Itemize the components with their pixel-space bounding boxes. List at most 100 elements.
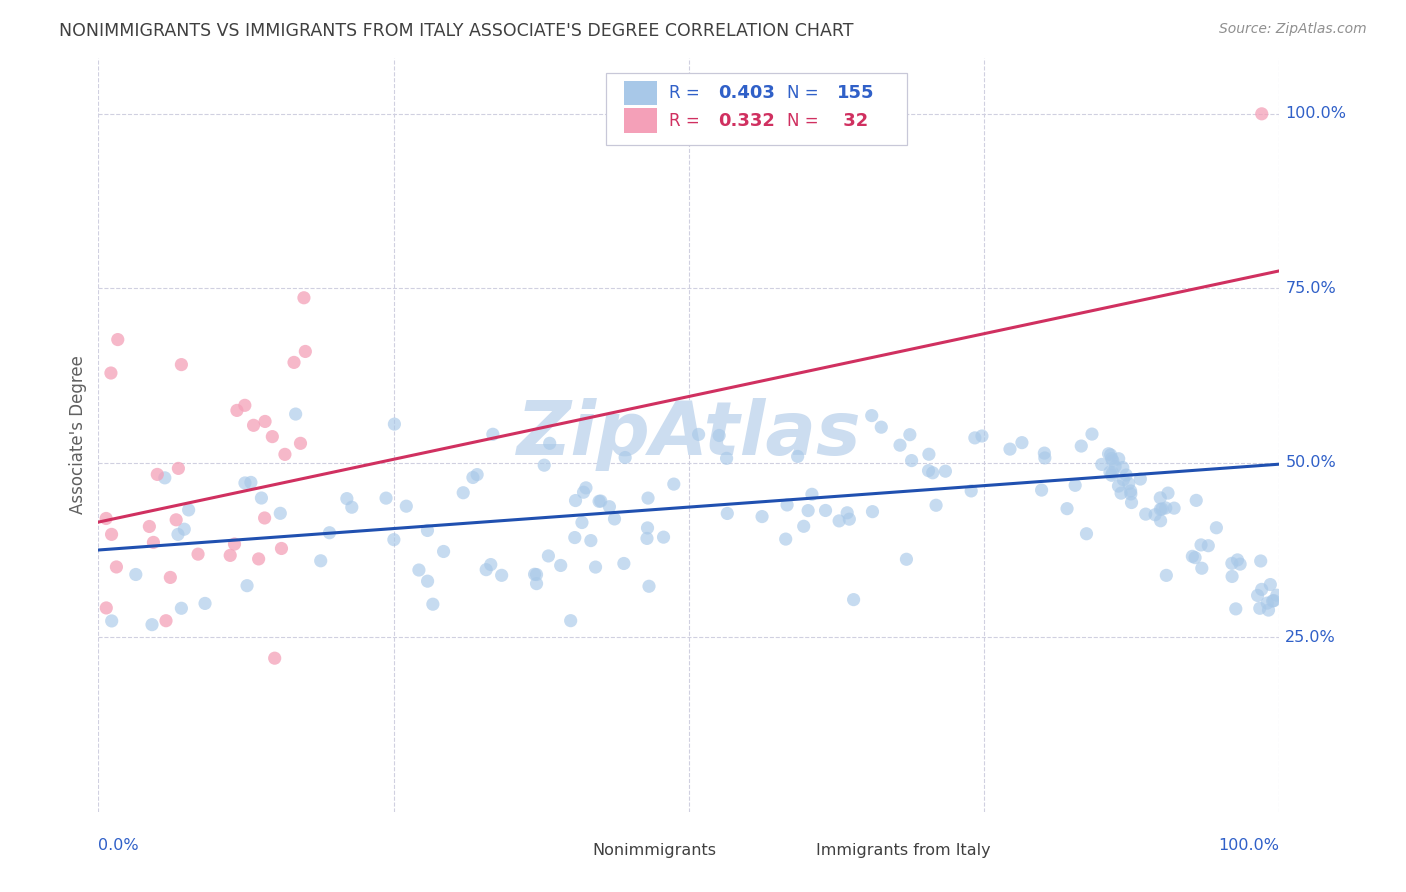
- Point: [889, 438, 911, 452]
- Point: [896, 552, 918, 566]
- Point: [416, 574, 439, 589]
- Point: [662, 477, 685, 491]
- Point: [898, 427, 921, 442]
- Text: Immigrants from Italy: Immigrants from Italy: [817, 843, 991, 858]
- Point: [526, 567, 548, 582]
- Point: [1076, 526, 1098, 541]
- Text: R =: R =: [669, 85, 704, 103]
- Point: [482, 427, 505, 442]
- Point: [637, 521, 659, 535]
- FancyBboxPatch shape: [606, 73, 907, 145]
- Point: [1118, 476, 1140, 491]
- Point: [219, 549, 242, 563]
- Point: [294, 344, 316, 359]
- Point: [233, 475, 256, 490]
- Point: [153, 471, 176, 485]
- Point: [751, 509, 773, 524]
- Point: [292, 291, 315, 305]
- Point: [828, 514, 851, 528]
- Point: [585, 560, 607, 574]
- Point: [105, 560, 128, 574]
- Point: [925, 498, 948, 512]
- Point: [921, 466, 943, 480]
- Point: [1249, 601, 1271, 615]
- Point: [1101, 468, 1123, 483]
- FancyBboxPatch shape: [624, 81, 657, 105]
- Point: [1119, 483, 1142, 498]
- Point: [382, 533, 405, 547]
- Text: NONIMMIGRANTS VS IMMIGRANTS FROM ITALY ASSOCIATE'S DEGREE CORRELATION CHART: NONIMMIGRANTS VS IMMIGRANTS FROM ITALY A…: [59, 22, 853, 40]
- Point: [1081, 427, 1104, 442]
- Point: [1033, 450, 1056, 465]
- Point: [1119, 487, 1142, 501]
- Point: [250, 491, 273, 505]
- Point: [917, 464, 939, 478]
- Point: [638, 579, 661, 593]
- Point: [603, 512, 626, 526]
- Point: [652, 530, 675, 544]
- Point: [589, 494, 612, 508]
- FancyBboxPatch shape: [772, 841, 804, 865]
- Text: 100.0%: 100.0%: [1285, 106, 1347, 121]
- Point: [1156, 568, 1178, 582]
- Point: [1185, 493, 1208, 508]
- Point: [1154, 500, 1177, 515]
- Point: [100, 366, 122, 380]
- Point: [716, 507, 738, 521]
- Point: [572, 485, 595, 500]
- Point: [1250, 582, 1272, 597]
- Point: [283, 355, 305, 369]
- Point: [588, 494, 610, 508]
- Point: [800, 487, 823, 501]
- Point: [579, 533, 602, 548]
- Point: [537, 549, 560, 563]
- Point: [1108, 451, 1130, 466]
- Point: [523, 567, 546, 582]
- Point: [636, 532, 658, 546]
- Point: [173, 522, 195, 536]
- Point: [837, 506, 859, 520]
- Point: [336, 491, 359, 506]
- Point: [384, 417, 406, 431]
- Point: [1011, 435, 1033, 450]
- Point: [167, 527, 190, 541]
- Point: [688, 427, 710, 442]
- Text: Source: ZipAtlas.com: Source: ZipAtlas.com: [1219, 22, 1367, 37]
- Text: N =: N =: [787, 112, 824, 129]
- Point: [159, 570, 181, 584]
- Point: [475, 563, 498, 577]
- Point: [1031, 483, 1053, 497]
- Point: [1129, 472, 1152, 486]
- Point: [1261, 594, 1284, 608]
- Point: [1205, 521, 1227, 535]
- Point: [422, 597, 444, 611]
- Point: [1064, 478, 1087, 492]
- Point: [274, 447, 297, 461]
- Text: 32: 32: [837, 112, 868, 129]
- FancyBboxPatch shape: [624, 109, 657, 133]
- Point: [1098, 465, 1121, 479]
- Point: [141, 617, 163, 632]
- Point: [1225, 602, 1247, 616]
- Point: [716, 451, 738, 466]
- Point: [970, 429, 993, 443]
- Point: [100, 614, 122, 628]
- Text: 155: 155: [837, 85, 875, 103]
- Point: [918, 447, 941, 461]
- Point: [842, 592, 865, 607]
- Point: [253, 511, 276, 525]
- Point: [142, 535, 165, 549]
- Point: [1191, 561, 1213, 575]
- Point: [614, 450, 637, 465]
- Text: 0.403: 0.403: [718, 85, 775, 103]
- Point: [375, 491, 398, 505]
- Point: [1256, 596, 1278, 610]
- Point: [1108, 479, 1130, 493]
- Point: [564, 493, 586, 508]
- Point: [1257, 603, 1279, 617]
- Point: [309, 554, 332, 568]
- Point: [1091, 458, 1114, 472]
- Point: [1265, 588, 1288, 602]
- Point: [408, 563, 430, 577]
- FancyBboxPatch shape: [547, 841, 581, 865]
